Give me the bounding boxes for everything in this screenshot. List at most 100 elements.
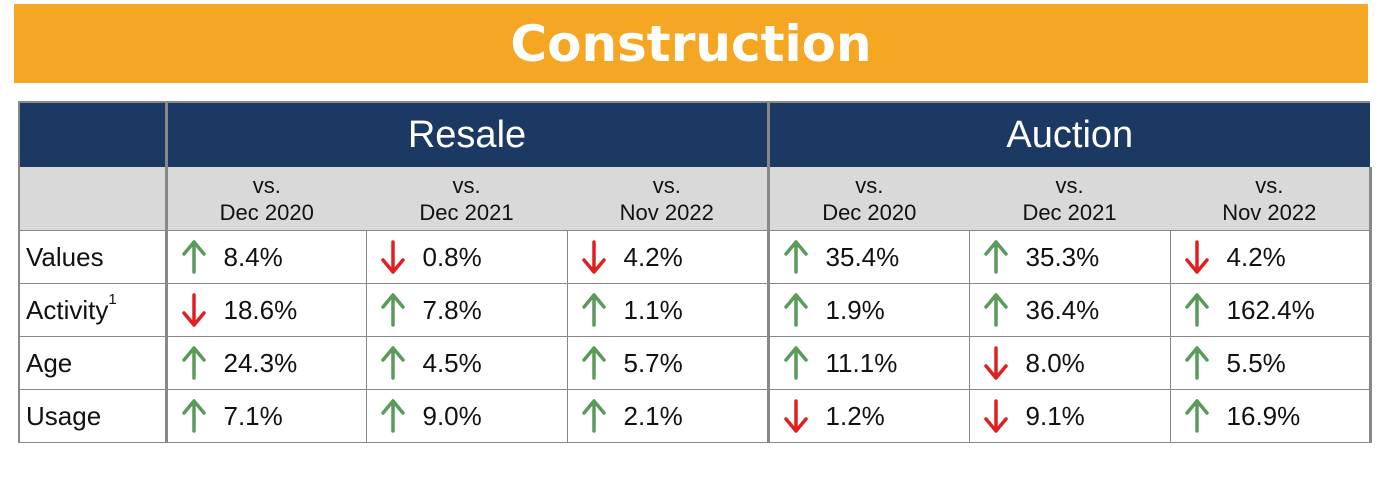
comparison-prefix: vs.: [652, 172, 681, 198]
change-value: 4.2%: [623, 241, 683, 272]
change-value: 1.9%: [825, 294, 885, 325]
change-value: 7.8%: [422, 294, 482, 325]
change-value: 4.2%: [1226, 241, 1286, 272]
value-cell: 1.1%: [566, 283, 769, 337]
comparison-prefix: vs.: [252, 172, 281, 198]
change-value: 1.2%: [825, 400, 885, 431]
up-arrow-icon: [581, 293, 606, 327]
up-arrow-icon: [783, 346, 808, 380]
value-cell: 5.5%: [1169, 336, 1372, 390]
comparison-header: vs. Nov 2022: [1170, 167, 1372, 231]
change-value: 1.1%: [623, 294, 683, 325]
change-value: 16.9%: [1226, 400, 1301, 431]
value-cell: 7.1%: [164, 389, 367, 443]
up-arrow-icon: [380, 399, 405, 433]
header-corner: [18, 101, 166, 167]
value-cell: 4.2%: [1169, 230, 1372, 284]
up-arrow-icon: [1184, 346, 1209, 380]
change-value: 8.4%: [223, 241, 283, 272]
value-cell: 35.4%: [766, 230, 970, 284]
group-header-resale: Resale: [164, 101, 769, 167]
comparison-prefix: vs.: [1255, 172, 1284, 198]
row-label: Activity1: [18, 283, 167, 337]
comparison-period: Dec 2021: [419, 199, 514, 225]
row-label-text: Age: [26, 347, 73, 378]
up-arrow-icon: [380, 346, 405, 380]
up-arrow-icon: [181, 399, 206, 433]
subheader-corner: [18, 167, 166, 231]
footnote-marker: 1: [108, 290, 117, 308]
down-arrow-icon: [783, 399, 808, 433]
comparison-header-row: vs. Dec 2020 vs. Dec 2021 vs. Nov 2022 vs. Dec …: [18, 167, 1372, 231]
comparison-period: Dec 2020: [822, 199, 917, 225]
group-header-row: Resale Auction: [18, 101, 1371, 167]
comparison-header: vs. Dec 2021: [366, 167, 567, 231]
change-value: 9.0%: [422, 400, 482, 431]
up-arrow-icon: [1184, 293, 1209, 327]
down-arrow-icon: [380, 240, 405, 274]
value-cell: 1.2%: [766, 389, 970, 443]
change-value: 36.4%: [1025, 294, 1100, 325]
row-label: Age: [18, 336, 167, 390]
metrics-table: Resale Auction vs. Dec 2020 vs. Dec 2021 vs.…: [18, 101, 1372, 443]
change-value: 162.4%: [1226, 294, 1315, 325]
comparison-period: Nov 2022: [619, 199, 714, 225]
value-cell: 36.4%: [968, 283, 1171, 337]
down-arrow-icon: [983, 399, 1008, 433]
up-arrow-icon: [380, 293, 405, 327]
change-value: 7.1%: [223, 400, 283, 431]
down-arrow-icon: [1184, 240, 1209, 274]
down-arrow-icon: [181, 293, 206, 327]
row-label: Values: [18, 230, 167, 284]
comparison-period: Dec 2021: [1022, 199, 1117, 225]
value-cell: 8.0%: [968, 336, 1171, 390]
comparison-period: Dec 2020: [219, 199, 314, 225]
down-arrow-icon: [983, 346, 1008, 380]
value-cell: 5.7%: [566, 336, 769, 390]
table-row: Age 24.3% 4.5% 5.7% 11.1% 8.0% 5.5%: [18, 336, 1372, 390]
up-arrow-icon: [181, 346, 206, 380]
change-value: 5.7%: [623, 347, 683, 378]
value-cell: 18.6%: [164, 283, 367, 337]
value-cell: 24.3%: [164, 336, 367, 390]
value-cell: 4.5%: [365, 336, 568, 390]
up-arrow-icon: [783, 293, 808, 327]
value-cell: 16.9%: [1169, 389, 1372, 443]
value-cell: 1.9%: [766, 283, 970, 337]
value-cell: 35.3%: [968, 230, 1171, 284]
change-value: 2.1%: [623, 400, 683, 431]
change-value: 35.4%: [825, 241, 900, 272]
value-cell: 9.0%: [365, 389, 568, 443]
change-value: 35.3%: [1025, 241, 1100, 272]
comparison-header: vs. Dec 2021: [969, 167, 1171, 231]
table-row: Values 8.4% 0.8% 4.2% 35.4% 35.3% 4.2%: [18, 230, 1372, 284]
table-row: Activity1 18.6% 7.8% 1.1% 1.9% 36.4% 162.4%: [18, 283, 1372, 337]
change-value: 5.5%: [1226, 347, 1286, 378]
value-cell: 2.1%: [566, 389, 769, 443]
comparison-period: Nov 2022: [1222, 199, 1317, 225]
row-label-text: Activity: [26, 294, 109, 325]
value-cell: 0.8%: [365, 230, 568, 284]
comparison-prefix: vs.: [452, 172, 481, 198]
down-arrow-icon: [581, 240, 606, 274]
value-cell: 9.1%: [968, 389, 1171, 443]
up-arrow-icon: [1184, 399, 1209, 433]
comparison-header: vs. Dec 2020: [766, 167, 970, 231]
row-label-text: Values: [26, 241, 104, 272]
change-value: 4.5%: [422, 347, 482, 378]
value-cell: 7.8%: [365, 283, 568, 337]
up-arrow-icon: [983, 293, 1008, 327]
change-value: 0.8%: [422, 241, 482, 272]
row-label-text: Usage: [26, 400, 102, 431]
table-row: Usage 7.1% 9.0% 2.1% 1.2% 9.1% 16.9%: [18, 389, 1372, 443]
up-arrow-icon: [581, 346, 606, 380]
up-arrow-icon: [581, 399, 606, 433]
row-label: Usage: [18, 389, 167, 443]
up-arrow-icon: [983, 240, 1008, 274]
group-header-auction: Auction: [766, 101, 1371, 167]
change-value: 9.1%: [1025, 400, 1085, 431]
value-cell: 4.2%: [566, 230, 769, 284]
comparison-header: vs. Dec 2020: [164, 167, 366, 231]
comparison-prefix: vs.: [1055, 172, 1084, 198]
value-cell: 8.4%: [164, 230, 367, 284]
